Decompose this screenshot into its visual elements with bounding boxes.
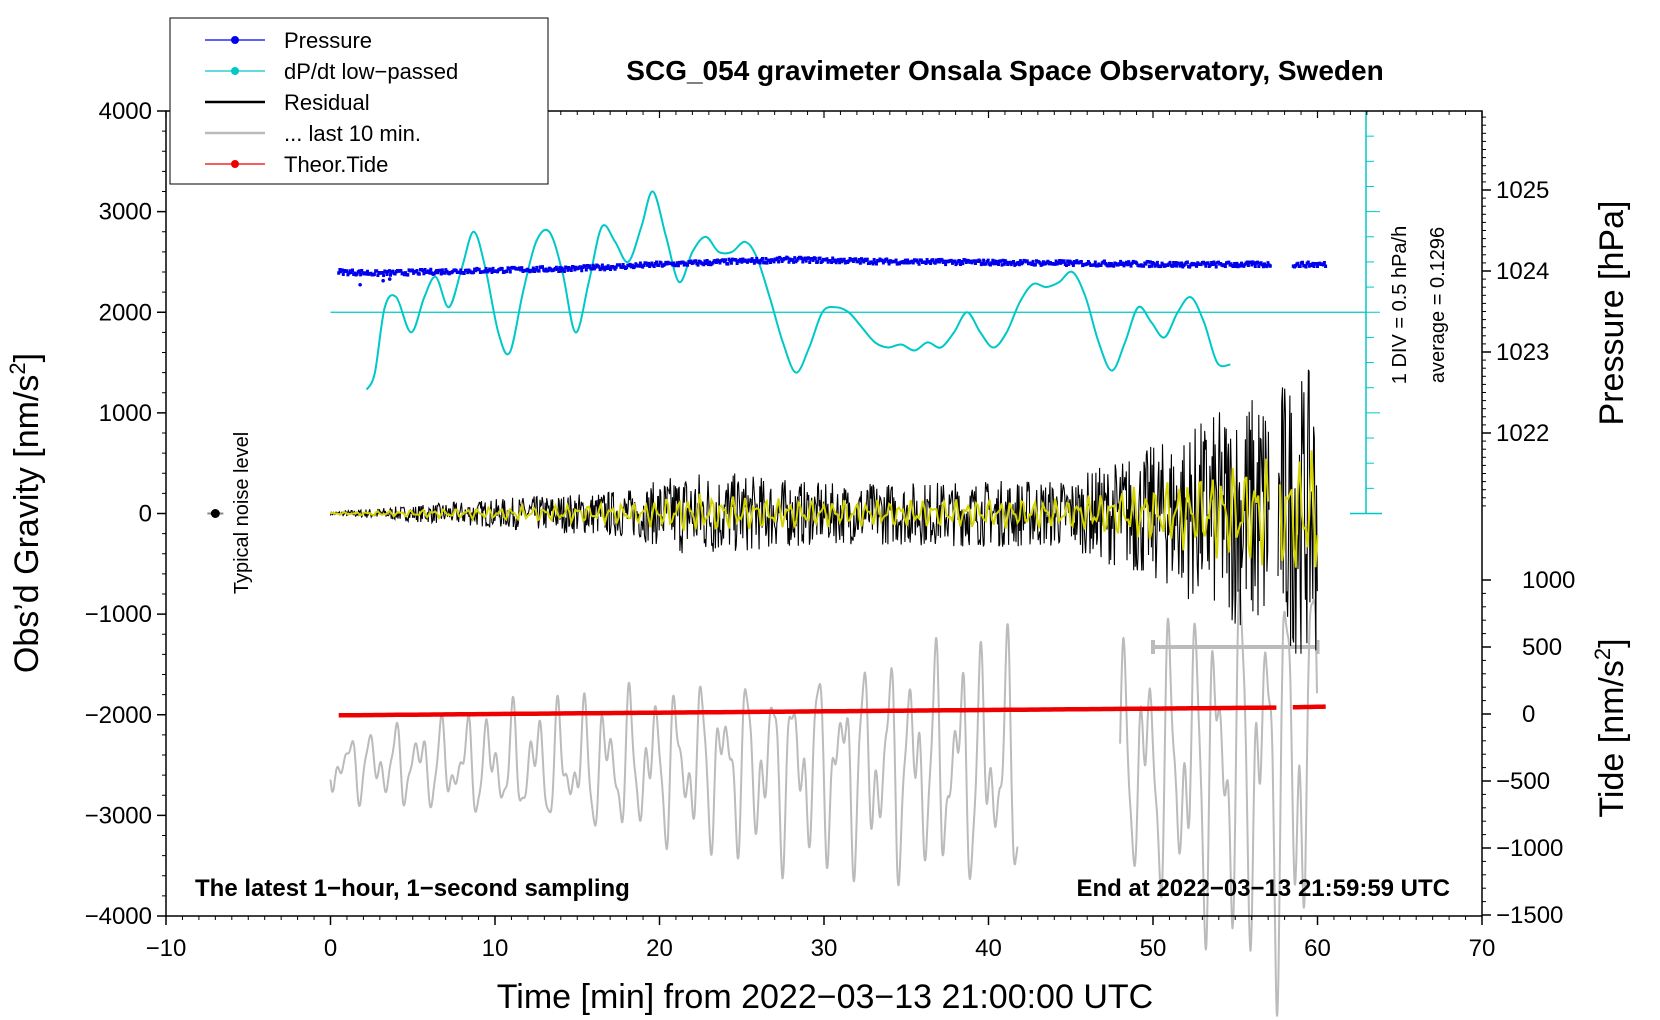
- y-tick-label-pressure: 1025: [1496, 177, 1549, 204]
- y-label-tide-end: ]: [1593, 638, 1631, 647]
- y-label-gravity-end: ]: [8, 353, 46, 362]
- legend-marker: [231, 67, 239, 75]
- plot-area: [207, 110, 1382, 1017]
- bottom-right-note: End at 2022−03−13 21:59:59 UTC: [1076, 875, 1450, 902]
- x-axis-label: Time [min] from 2022−03−13 21:00:00 UTC: [497, 978, 1153, 1016]
- y-label-gravity-main: Obs’d Gravity [nm/s: [8, 375, 46, 674]
- y-label-tide-sup: 2: [1590, 648, 1615, 660]
- legend-label: Theor.Tide: [284, 152, 388, 177]
- axes: −10 0 10 20 30 40 50 60 70 4000 3000 2000 1000 0 −1000…: [85, 98, 1576, 962]
- series-residual: [329, 369, 1318, 654]
- series-theor-tide-a: [338, 705, 1277, 718]
- y-axis-label-pressure: Pressure [hPa]: [1593, 201, 1631, 426]
- y-tick-label-gravity: −1000: [85, 601, 152, 628]
- y-label-tide-main: Tide [nm/s: [1593, 660, 1631, 817]
- legend-label: ... last 10 min.: [284, 121, 421, 146]
- pressure-outlier-point: [358, 282, 362, 287]
- x-tick-label: −10: [146, 935, 187, 962]
- legend-label: dP/dt low−passed: [284, 59, 458, 84]
- y-axis-label-tide: Tide [nm/s2]: [1590, 638, 1631, 817]
- series-last-10-min-b: [1119, 589, 1318, 1017]
- pressure-outlier-point: [387, 277, 392, 281]
- x-tick-label: 30: [811, 935, 838, 962]
- x-tick-label: 50: [1140, 935, 1167, 962]
- noise-level-marker: [210, 509, 220, 518]
- series-theor-tide-b: [1292, 704, 1326, 710]
- series-pressure: [337, 255, 1328, 278]
- series-residual-filtered: [330, 450, 1319, 568]
- x-tick-label: 60: [1304, 935, 1331, 962]
- y-tick-label-gravity: 3000: [99, 199, 152, 226]
- y-tick-label-tide: −1000: [1496, 835, 1563, 862]
- y-tick-label-pressure: 1024: [1496, 258, 1549, 285]
- y-label-gravity-sup: 2: [5, 362, 30, 374]
- bottom-left-note: The latest 1−hour, 1−second sampling: [195, 875, 630, 902]
- y-tick-label-gravity: −2000: [85, 702, 152, 729]
- y-tick-label-gravity: 0: [139, 501, 152, 528]
- x-tick-label: 10: [482, 935, 509, 962]
- x-tick-label: 70: [1469, 935, 1496, 962]
- y-tick-label-gravity: −3000: [85, 802, 152, 829]
- chart-title: SCG_054 gravimeter Onsala Space Observat…: [626, 55, 1383, 86]
- y-tick-label-tide: 500: [1522, 634, 1562, 661]
- y-tick-label-gravity: 1000: [99, 400, 152, 427]
- legend-label: Residual: [284, 90, 370, 115]
- series-dpdt: [365, 190, 1231, 391]
- legend-marker: [231, 160, 239, 168]
- y-tick-label-pressure: 1022: [1496, 420, 1549, 447]
- series-last-10-min-a: [329, 623, 1019, 887]
- y-tick-label-tide: 0: [1522, 701, 1535, 728]
- y-tick-label-gravity: 4000: [99, 98, 152, 125]
- x-tick-label: 0: [324, 935, 337, 962]
- legend-label: Pressure: [284, 28, 372, 53]
- y-tick-label-gravity: −4000: [85, 903, 152, 930]
- x-tick-label: 20: [646, 935, 673, 962]
- y-tick-label-tide: −500: [1496, 768, 1550, 795]
- y-tick-label-pressure: 1023: [1496, 339, 1549, 366]
- x-tick-label: 40: [975, 935, 1002, 962]
- pressure-outlier-point: [381, 278, 385, 283]
- y-tick-label-tide: 1000: [1522, 567, 1575, 594]
- dpdt-average-label: average = 0.1296: [1427, 227, 1449, 383]
- y-tick-label-tide: −1500: [1496, 902, 1563, 929]
- noise-level-label: Typical noise level: [231, 432, 253, 594]
- legend: Pressure dP/dt low−passed Residual ... last…: [169, 17, 549, 185]
- dpdt-scale-label: 1 DIV = 0.5 hPa/h: [1389, 226, 1411, 384]
- y-axis-label-gravity: Obs’d Gravity [nm/s2]: [5, 353, 46, 673]
- y-tick-label-gravity: 2000: [99, 299, 152, 326]
- legend-marker: [231, 36, 239, 44]
